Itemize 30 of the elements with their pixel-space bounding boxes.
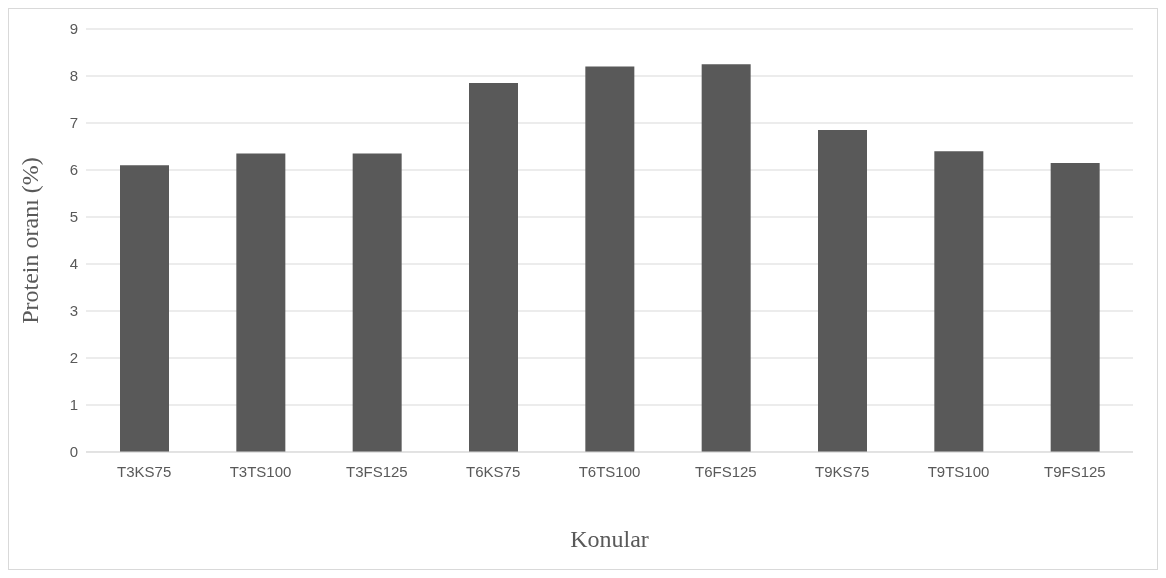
bar — [585, 66, 635, 452]
x-tick-label: T3KS75 — [117, 462, 172, 480]
x-tick-label: T3FS125 — [345, 462, 408, 480]
y-axis-title: Protein oranı (%) — [16, 157, 43, 324]
bar — [934, 151, 984, 452]
bar — [352, 153, 402, 452]
x-tick-label: T9FS125 — [1043, 462, 1106, 480]
x-tick-label: T9TS100 — [927, 462, 990, 480]
bar — [818, 130, 867, 452]
y-tick-label: 6 — [69, 161, 78, 179]
y-tick-label: 7 — [69, 114, 78, 132]
x-tick-label: T6FS125 — [694, 462, 757, 480]
y-tick-label: 3 — [69, 302, 78, 320]
y-tick-label: 8 — [69, 67, 78, 85]
bar — [120, 165, 169, 452]
bar — [236, 153, 286, 452]
y-tick-label: 9 — [69, 20, 78, 38]
y-tick-label: 1 — [69, 396, 78, 414]
y-tick-label: 0 — [69, 443, 78, 461]
bar — [701, 64, 751, 452]
bar — [469, 83, 518, 452]
x-tick-label: T6KS75 — [466, 462, 521, 480]
y-tick-label: 2 — [69, 349, 78, 367]
x-axis-title: Konular — [570, 526, 649, 552]
y-tick-label: 4 — [69, 255, 78, 273]
y-tick-label: 5 — [69, 208, 78, 226]
x-tick-label: T6TS100 — [578, 462, 641, 480]
x-tick-label: T3TS100 — [229, 462, 292, 480]
x-tick-label: T9KS75 — [815, 462, 870, 480]
bar — [1050, 162, 1100, 452]
